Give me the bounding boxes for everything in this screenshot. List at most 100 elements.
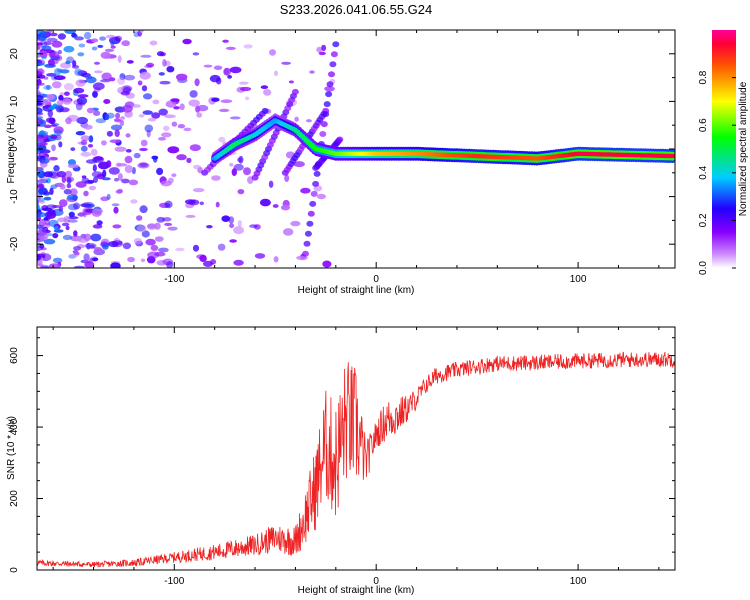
heatmap-cell	[37, 116, 44, 120]
heatmap-cell	[156, 167, 164, 176]
heatmap-cell	[222, 39, 229, 43]
heatmap-cell	[139, 71, 151, 80]
heatmap-cell	[133, 152, 141, 159]
heatmap-cell	[47, 109, 53, 118]
heatmap-cell	[280, 204, 291, 211]
heatmap-cell	[92, 82, 105, 90]
heatmap-cells	[37, 30, 675, 268]
heatmap-cell	[166, 66, 175, 73]
heatmap-cell	[83, 31, 92, 40]
heatmap-cell	[37, 42, 44, 46]
heatmap-x-tick-label: 100	[570, 274, 587, 285]
heatmap-cell	[106, 193, 111, 200]
heatmap-cell	[283, 228, 294, 236]
heatmap-cell	[145, 238, 156, 246]
colorbar-label: Normalized spectral amplitude	[738, 81, 749, 216]
heatmap-cell	[261, 107, 269, 114]
heatmap-cell	[137, 80, 143, 86]
heatmap-cell	[185, 214, 196, 218]
heatmap-cell	[54, 68, 62, 76]
heatmap-cell	[203, 260, 213, 267]
heatmap-cell	[183, 127, 192, 132]
heatmap-cell	[110, 45, 116, 49]
heatmap-cell	[96, 220, 103, 226]
heatmap-cell	[141, 85, 148, 92]
heatmap-cell	[158, 137, 166, 141]
heatmap-cell	[229, 116, 241, 120]
heatmap-cell	[77, 52, 85, 57]
heatmap-cell	[136, 224, 147, 233]
heatmap-cell	[66, 177, 72, 185]
heatmap-cell	[154, 222, 161, 230]
heatmap-cell	[84, 261, 95, 268]
heatmap-cell	[199, 254, 207, 263]
heatmap-cell	[306, 220, 314, 227]
heatmap-cell	[260, 85, 269, 90]
heatmap-cell	[110, 124, 123, 131]
heatmap-cell	[140, 139, 148, 147]
heatmap-cell	[70, 147, 76, 152]
heatmap-cell	[309, 70, 315, 74]
heatmap-cell	[88, 185, 97, 191]
heatmap-cell	[243, 44, 253, 49]
heatmap-cell	[85, 203, 95, 208]
heatmap-cell	[159, 80, 171, 85]
heatmap-cell	[274, 70, 278, 77]
heatmap-cell	[83, 253, 90, 261]
heatmap-cell	[268, 180, 274, 188]
heatmap-cell	[74, 68, 83, 77]
heatmap-cell	[215, 201, 220, 208]
heatmap-cell	[106, 130, 113, 137]
heatmap-cell	[69, 188, 78, 196]
heatmap-cell	[199, 201, 204, 206]
heatmap-cell	[137, 162, 150, 169]
heatmap-cell	[114, 177, 119, 182]
colorbar-tick-label: 0.6	[698, 118, 709, 132]
heatmap-cell	[133, 238, 142, 245]
heatmap-cell	[223, 67, 231, 76]
heatmap-cell	[307, 210, 315, 217]
heatmap-cell	[130, 199, 138, 204]
heatmap-cell	[43, 217, 49, 221]
heatmap-cell	[39, 264, 50, 268]
heatmap-cell	[113, 118, 122, 122]
colorbar-tick-label: 0.4	[698, 165, 709, 179]
heatmap-cell	[117, 173, 123, 181]
heatmap-cell	[153, 156, 158, 163]
heatmap-cell	[37, 82, 45, 86]
heatmap-cell	[92, 90, 98, 98]
heatmap-cell	[126, 60, 134, 64]
heatmap-cell	[94, 70, 103, 74]
heatmap-cell	[119, 120, 125, 127]
heatmap-cell	[233, 259, 244, 266]
heatmap-cell	[189, 144, 201, 152]
heatmap-cell	[164, 200, 173, 209]
heatmap-cell	[57, 217, 68, 223]
heatmap-cell	[75, 131, 86, 136]
heatmap-cell	[243, 167, 251, 176]
heatmap-cell	[37, 203, 40, 211]
heatmap-cell	[82, 209, 87, 218]
heatmap-cell	[310, 190, 318, 197]
heatmap-cell	[64, 170, 73, 179]
heatmap-cell	[37, 107, 43, 115]
heatmap-y-tick-label: 20	[9, 48, 20, 60]
heatmap-cell	[39, 243, 45, 249]
heatmap-cell	[158, 247, 169, 253]
heatmap-cell	[192, 52, 200, 56]
heatmap-cell	[37, 74, 46, 79]
heatmap-cell	[113, 206, 119, 214]
heatmap-cell	[231, 168, 237, 177]
heatmap-cell	[133, 31, 140, 38]
heatmap-cell	[128, 179, 139, 186]
heatmap-cell	[254, 253, 266, 259]
heatmap-cell	[58, 141, 63, 148]
snr-x-tick-label: 100	[570, 576, 587, 587]
heatmap-cell	[37, 197, 45, 202]
heatmap-cell	[109, 139, 121, 143]
heatmap-cell	[37, 33, 41, 40]
heatmap-cell	[43, 196, 52, 201]
heatmap-cell	[77, 94, 89, 98]
heatmap-cell	[313, 170, 321, 177]
